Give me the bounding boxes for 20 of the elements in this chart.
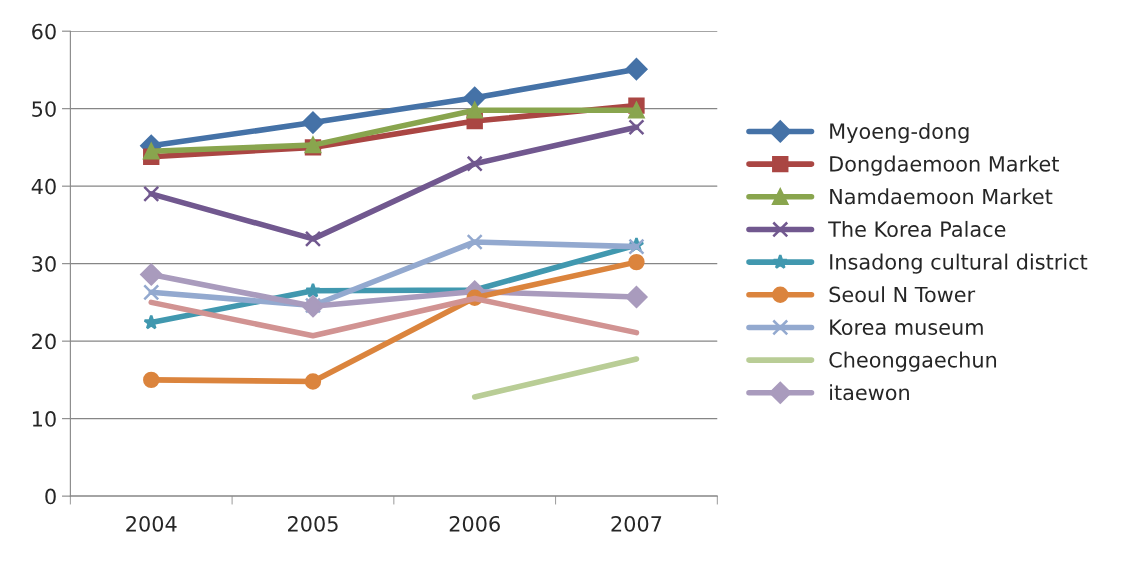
y-tick-label: 60 <box>32 23 56 40</box>
legend-label: The Korea Palace <box>828 220 1006 238</box>
y-tick-label: 30 <box>32 256 56 272</box>
legend-label: Insadong cultural district <box>830 253 1088 274</box>
y-tick-label: 20 <box>32 333 56 350</box>
y-tick-label: 50 <box>32 101 56 117</box>
y-tick-label: 40 <box>31 178 56 195</box>
x-tick-label: 2005 <box>287 515 338 532</box>
legend-label: Seoul N Tower <box>829 286 976 303</box>
x-tick-label: 2006 <box>449 515 500 532</box>
legend-label: Dongdaemoon Market <box>830 155 1059 176</box>
legend-label: Namdaemoon Market <box>830 188 1053 205</box>
y-tick-label: 10 <box>32 411 56 427</box>
y-tick-label: 0 <box>45 488 56 505</box>
x-tick-label: 2007 <box>611 515 662 532</box>
legend-label: itaewon <box>830 384 909 401</box>
x-tick-label: 2004 <box>126 515 177 532</box>
legend-label: Cheonggaechun <box>829 351 997 372</box>
legend-label: Korea museum <box>830 319 983 336</box>
legend-label: Myoeng-dong <box>830 122 969 144</box>
